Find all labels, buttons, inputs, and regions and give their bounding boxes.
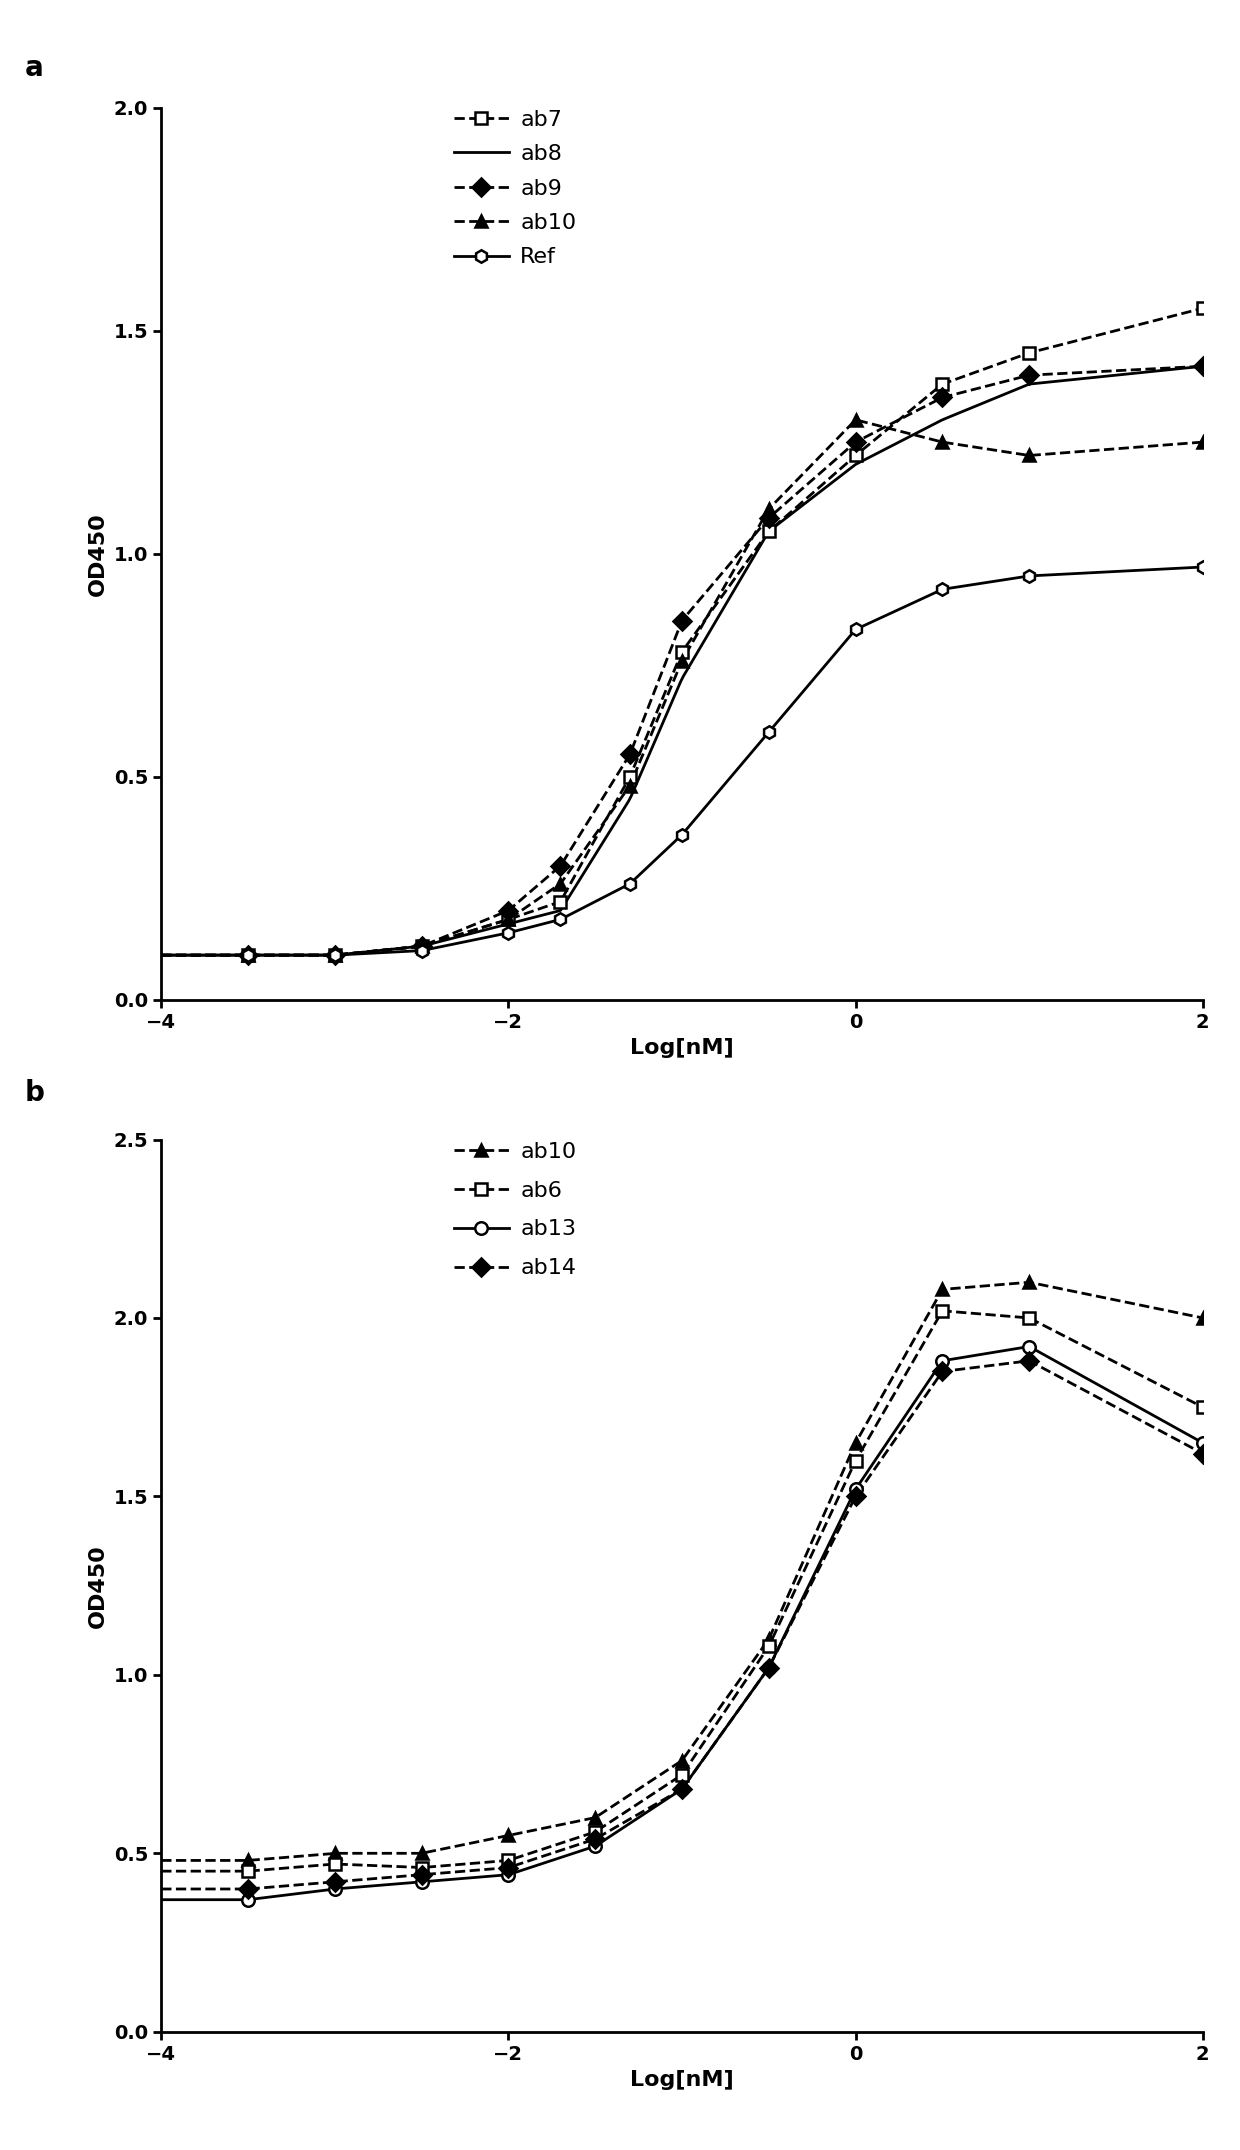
Text: b: b (25, 1079, 45, 1107)
Y-axis label: OD450: OD450 (88, 512, 108, 596)
X-axis label: Log[nM]: Log[nM] (630, 2070, 734, 2090)
Text: a: a (25, 54, 43, 82)
Legend: ab7, ab8, ab9, ab10, Ref: ab7, ab8, ab9, ab10, Ref (454, 110, 577, 267)
Y-axis label: OD450: OD450 (88, 1544, 108, 1628)
X-axis label: Log[nM]: Log[nM] (630, 1038, 734, 1058)
Legend: ab10, ab6, ab13, ab14: ab10, ab6, ab13, ab14 (454, 1142, 577, 1279)
